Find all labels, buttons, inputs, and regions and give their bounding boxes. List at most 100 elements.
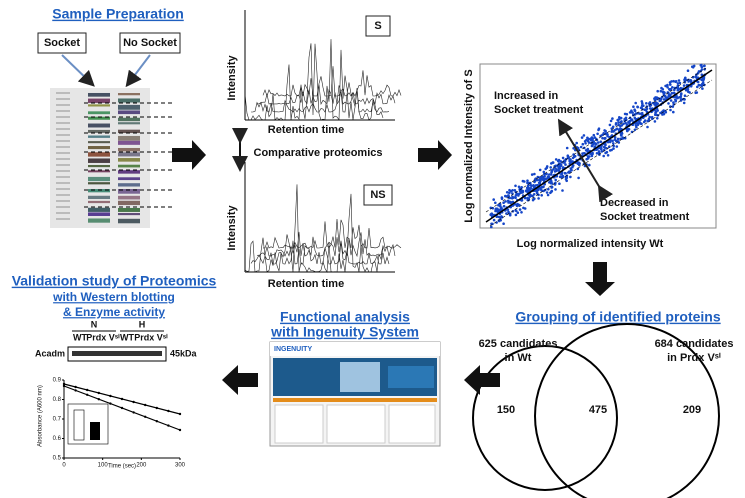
dot [539, 178, 542, 181]
venn-count: 150 [497, 404, 515, 416]
point [155, 406, 158, 410]
dot [651, 117, 654, 120]
point [167, 409, 170, 413]
band [88, 98, 110, 103]
axis-label: Time (sec) [108, 464, 136, 470]
dot [597, 150, 601, 153]
dot [527, 198, 530, 202]
dot [538, 186, 542, 190]
dot [577, 176, 580, 180]
point [144, 403, 147, 407]
dot [548, 173, 551, 176]
dot [617, 141, 621, 144]
dot [676, 85, 679, 88]
dot [544, 167, 547, 171]
band [118, 122, 140, 125]
dot [548, 181, 551, 184]
section-title: with Western blotting [52, 290, 175, 304]
band [88, 152, 110, 157]
dot [616, 137, 620, 141]
dot [523, 196, 527, 200]
band [56, 146, 70, 148]
dot [541, 178, 545, 181]
dot [643, 119, 647, 122]
dot [526, 188, 529, 191]
dot [635, 125, 638, 129]
band [56, 188, 70, 190]
band [56, 200, 70, 202]
dot [498, 203, 502, 207]
dot [520, 186, 523, 189]
venn-circle [534, 323, 720, 498]
dot [499, 207, 503, 211]
flow-arrow [172, 140, 206, 170]
dot [695, 91, 699, 94]
dot [662, 112, 666, 116]
dot [692, 64, 696, 68]
axis-label: Intensity [226, 55, 238, 101]
dot [492, 218, 496, 222]
trace [244, 184, 384, 273]
band [118, 218, 140, 224]
axis-label: Log normalized intensity Wt [517, 238, 664, 250]
arrow [61, 54, 95, 87]
trace [256, 84, 396, 106]
arrow [557, 118, 614, 203]
dot [698, 84, 702, 87]
band [88, 200, 110, 204]
dot [656, 117, 659, 120]
band [118, 195, 140, 200]
dot [613, 136, 617, 139]
point [120, 406, 124, 410]
band [118, 152, 140, 157]
dot [521, 190, 525, 194]
dot [507, 210, 510, 214]
dot [640, 122, 643, 126]
trace [250, 240, 390, 265]
band [56, 110, 70, 112]
band [56, 212, 70, 214]
flow-arrow [222, 365, 258, 395]
axis-label: Log normalized Intensity of S [463, 69, 475, 222]
dot [674, 99, 677, 103]
dot [700, 78, 703, 82]
dot [656, 109, 659, 112]
dot [671, 86, 674, 89]
dot [514, 209, 518, 213]
band [88, 176, 110, 182]
band [56, 164, 70, 166]
enzyme-plot: 0.9 0.8 0.7 0.6 0.50 100 200 300 [53, 378, 186, 469]
section-title: with Ingenuity System [270, 324, 419, 340]
y-tick-label: 0.6 [53, 436, 62, 442]
dot [666, 86, 669, 89]
section-title: Sample Preparation [52, 6, 184, 22]
dot [513, 196, 517, 199]
dot [656, 102, 659, 105]
dot [604, 129, 607, 133]
trace [244, 39, 384, 121]
dot [506, 208, 510, 211]
x-tick-label: 300 [175, 463, 186, 469]
dot [556, 159, 560, 163]
dot [581, 142, 585, 146]
dot [508, 191, 511, 195]
dot [658, 97, 662, 100]
band [118, 140, 140, 145]
dot [530, 173, 534, 176]
dot [612, 142, 615, 145]
band [88, 146, 110, 150]
dot [585, 138, 588, 142]
dot [676, 88, 680, 92]
dot [569, 175, 572, 179]
band [88, 141, 110, 144]
dot [558, 175, 562, 179]
band [56, 218, 70, 220]
dot [675, 95, 679, 99]
dot [617, 121, 620, 124]
dot [502, 204, 506, 208]
dot [611, 117, 614, 120]
dot [669, 83, 672, 86]
dot [522, 206, 525, 210]
dot [499, 216, 502, 220]
